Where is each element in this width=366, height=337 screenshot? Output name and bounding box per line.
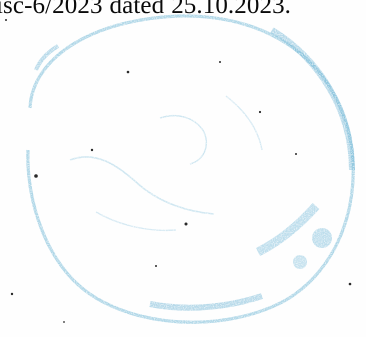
dated-label: dated <box>109 0 165 19</box>
reference-line: isc-6/2023 dated 25.10.2023. <box>0 0 291 21</box>
reference-number: isc-6/2023 <box>0 0 103 19</box>
reference-date: 25.10.2023. <box>171 0 292 19</box>
